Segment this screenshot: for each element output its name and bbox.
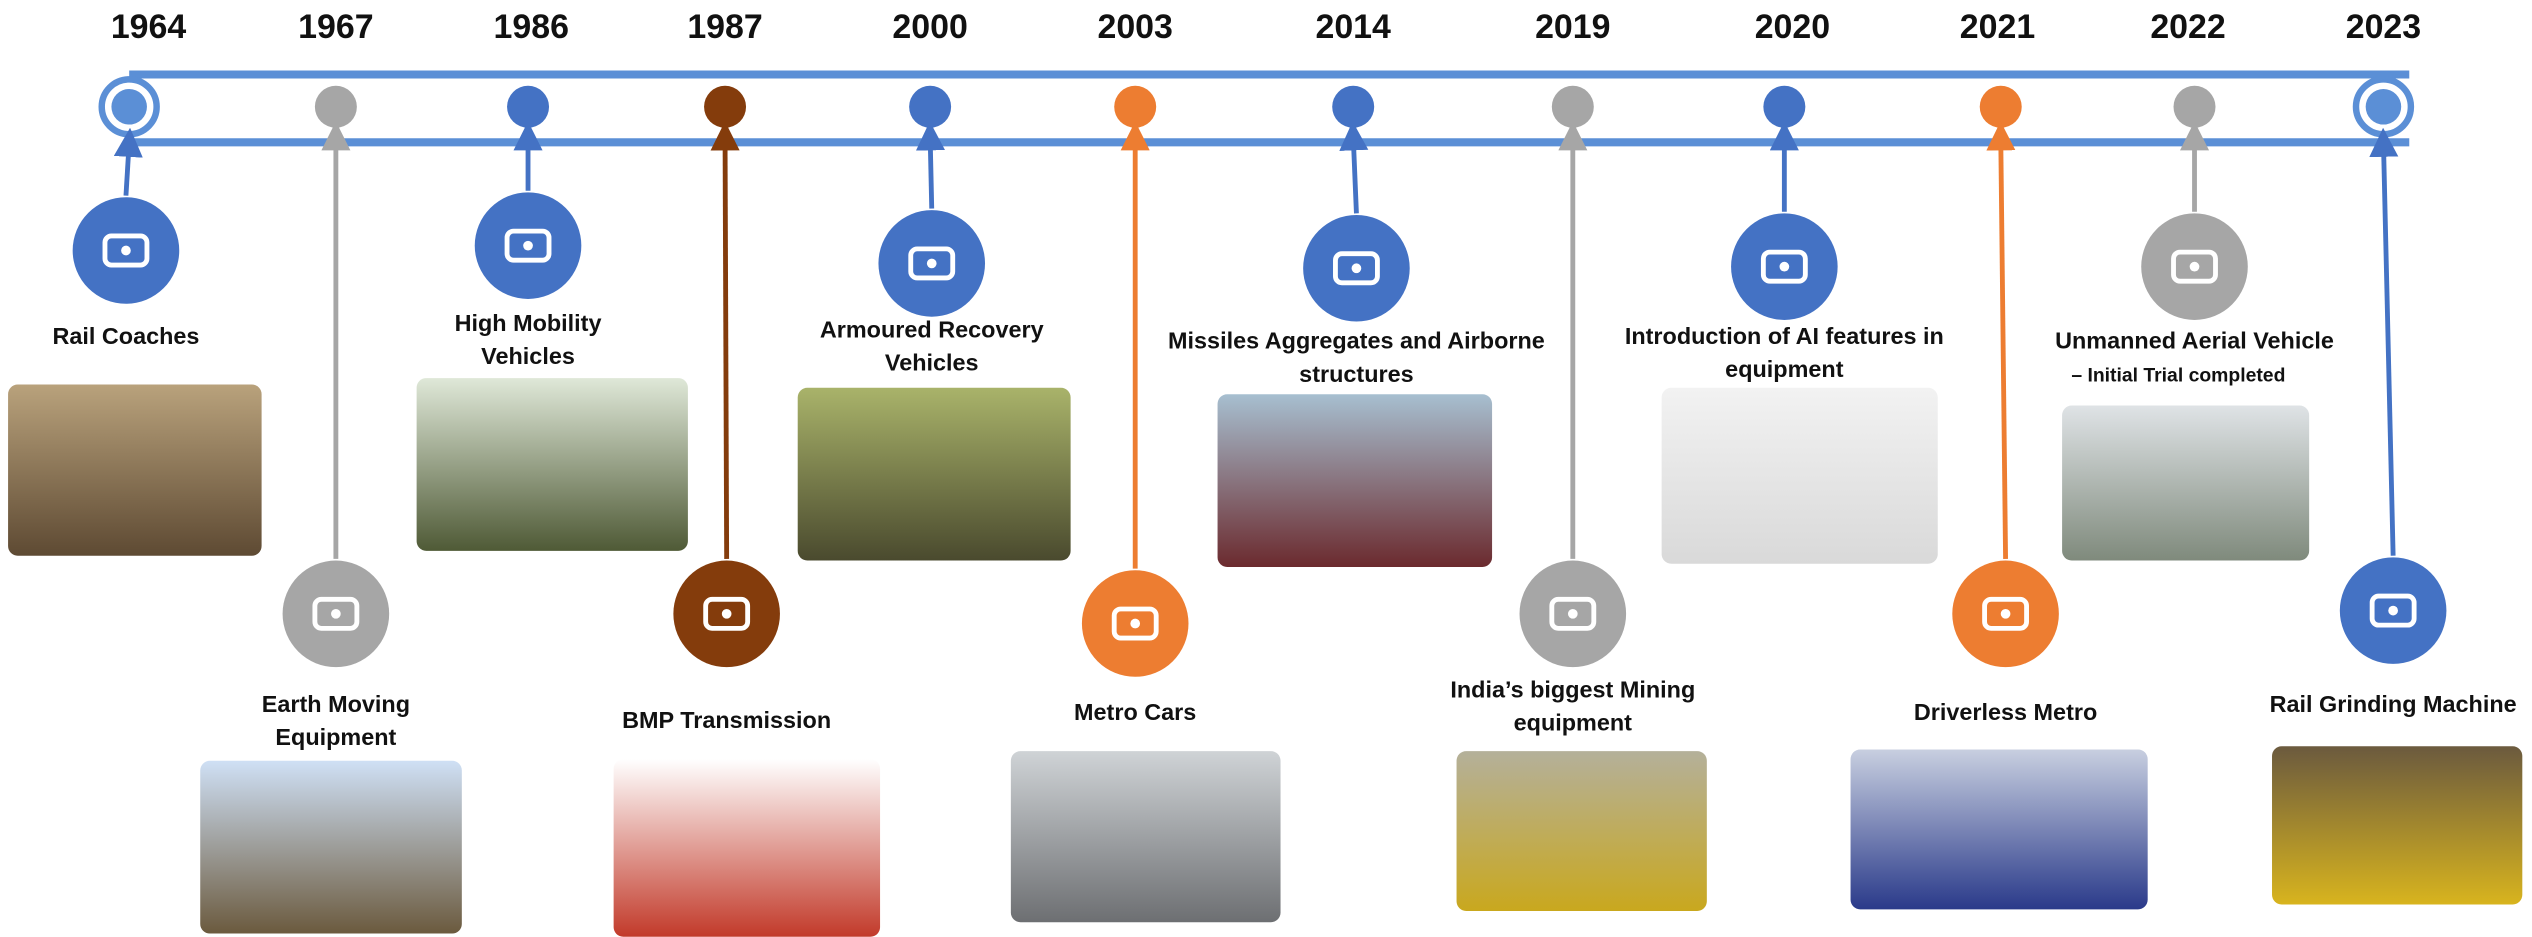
icon-glyph bbox=[2171, 249, 2218, 284]
icon-glyph bbox=[1567, 608, 1578, 619]
photo bbox=[1661, 387, 1938, 564]
timeline-event: 1967 Earth Moving Equipment bbox=[200, 8, 462, 934]
year: 2019 bbox=[1535, 8, 1610, 46]
milestone-dot bbox=[1551, 85, 1594, 128]
icon-glyph bbox=[1333, 251, 1380, 286]
icon-glyph bbox=[1779, 261, 1790, 272]
year: 2020 bbox=[1755, 8, 1830, 46]
icon-glyph bbox=[1351, 263, 1362, 274]
milestone-dot bbox=[1763, 85, 1806, 128]
icon-glyph bbox=[1130, 618, 1141, 629]
milestone-dot bbox=[704, 85, 747, 128]
photo bbox=[797, 387, 1071, 561]
connector-arrow bbox=[710, 121, 740, 559]
photo bbox=[2062, 405, 2310, 561]
icon-glyph bbox=[2388, 605, 2398, 616]
year: 1964 bbox=[111, 8, 187, 46]
icon-glyph bbox=[1982, 596, 2029, 631]
photo bbox=[200, 760, 462, 934]
timeline-event: 2019 India’s biggest Mining equipment bbox=[1450, 8, 1707, 911]
icon-glyph bbox=[2189, 261, 2200, 272]
event-label: Rail Grinding Machine bbox=[2270, 691, 2517, 717]
photo bbox=[416, 378, 688, 551]
icon-glyph bbox=[1549, 596, 1597, 631]
milestone-dot bbox=[909, 85, 952, 128]
icon-glyph bbox=[523, 240, 533, 251]
event-label: Driverless Metro bbox=[1914, 699, 2097, 725]
year: 1967 bbox=[298, 8, 373, 46]
year: 2014 bbox=[1315, 8, 1391, 46]
photo bbox=[8, 384, 262, 556]
icon-glyph bbox=[2000, 608, 2011, 619]
year: 2000 bbox=[892, 8, 967, 46]
icon-glyph bbox=[1760, 249, 1808, 284]
milestone-dot bbox=[111, 89, 147, 125]
icon-glyph bbox=[504, 228, 552, 263]
event-label: India’s biggest Mining bbox=[1450, 677, 1695, 703]
year: 2022 bbox=[2150, 8, 2225, 46]
event-label: Vehicles bbox=[481, 343, 575, 369]
milestone-dot bbox=[1332, 85, 1375, 128]
connector-arrow bbox=[1986, 121, 2016, 559]
photo bbox=[1217, 394, 1493, 568]
timeline-event: 2014 Missiles Aggregates and Airborne stru… bbox=[1168, 8, 1545, 568]
event-label: BMP Transmission bbox=[622, 707, 831, 733]
icon-glyph bbox=[926, 258, 937, 269]
milestone-dot bbox=[1114, 85, 1157, 128]
photo bbox=[1456, 751, 1707, 911]
connector-arrow bbox=[915, 121, 945, 209]
icon-glyph bbox=[102, 233, 150, 268]
icon-glyph bbox=[1111, 606, 1159, 641]
timeline-event: 2020 Introduction of AI features in equipm… bbox=[1625, 8, 1944, 564]
icon-glyph bbox=[2369, 593, 2417, 628]
timeline-event: 1986 High Mobility Vehicles bbox=[416, 8, 688, 551]
milestone-dot bbox=[1979, 85, 2022, 128]
icon-glyph bbox=[312, 596, 360, 631]
timeline-event: 1964 Rail Coaches bbox=[8, 8, 262, 556]
milestone-dot bbox=[2365, 89, 2402, 125]
event-label: Equipment bbox=[275, 724, 396, 750]
icon-glyph bbox=[121, 245, 131, 256]
event-label: Rail Coaches bbox=[52, 323, 199, 349]
timeline-event: 2000 Armoured Recovery Vehicles bbox=[797, 8, 1071, 561]
year: 2003 bbox=[1097, 8, 1172, 46]
year: 1987 bbox=[687, 8, 762, 46]
year: 2021 bbox=[1960, 8, 2035, 46]
photo bbox=[1010, 751, 1281, 923]
event-label: High Mobility bbox=[455, 310, 602, 336]
photo bbox=[613, 759, 881, 937]
connector-arrow bbox=[2369, 127, 2399, 556]
timeline-event: 2003 Metro Cars bbox=[1010, 8, 1281, 923]
event-label: Earth Moving bbox=[262, 691, 410, 717]
timeline-event: 2022 Unmanned Aerial Vehicle – Initial Tri… bbox=[2055, 8, 2334, 561]
year: 1986 bbox=[494, 8, 569, 46]
timeline-event: 2021 Driverless Metro bbox=[1850, 8, 2148, 910]
year: 2023 bbox=[2346, 8, 2421, 46]
timeline-event: 1987 BMP Transmission bbox=[613, 8, 881, 937]
icon-glyph bbox=[703, 596, 751, 631]
timeline-event: 2023 Rail Grinding Machine bbox=[2270, 8, 2523, 905]
event-label: Vehicles bbox=[885, 350, 979, 376]
event-label: Missiles Aggregates and Airborne bbox=[1168, 328, 1545, 354]
icon-glyph bbox=[908, 246, 956, 281]
milestone-dot bbox=[314, 85, 357, 128]
connector-arrow bbox=[1339, 121, 1369, 214]
event-label: Unmanned Aerial Vehicle bbox=[2055, 328, 2334, 354]
photo bbox=[1850, 749, 2148, 910]
milestone-dot bbox=[507, 85, 550, 128]
event-label: Armoured Recovery bbox=[820, 316, 1044, 342]
icon-glyph bbox=[331, 608, 341, 619]
event-label: Metro Cars bbox=[1074, 699, 1196, 725]
connector-arrow bbox=[113, 127, 143, 196]
event-label: structures bbox=[1299, 361, 1413, 387]
milestone-dot bbox=[2173, 85, 2216, 128]
icon-glyph bbox=[721, 608, 732, 619]
event-label: equipment bbox=[1725, 356, 1844, 382]
event-label: Introduction of AI features in bbox=[1625, 323, 1944, 349]
event-note: – Initial Trial completed bbox=[2071, 365, 2285, 387]
photo bbox=[2272, 746, 2523, 905]
event-label: equipment bbox=[1514, 710, 1633, 736]
